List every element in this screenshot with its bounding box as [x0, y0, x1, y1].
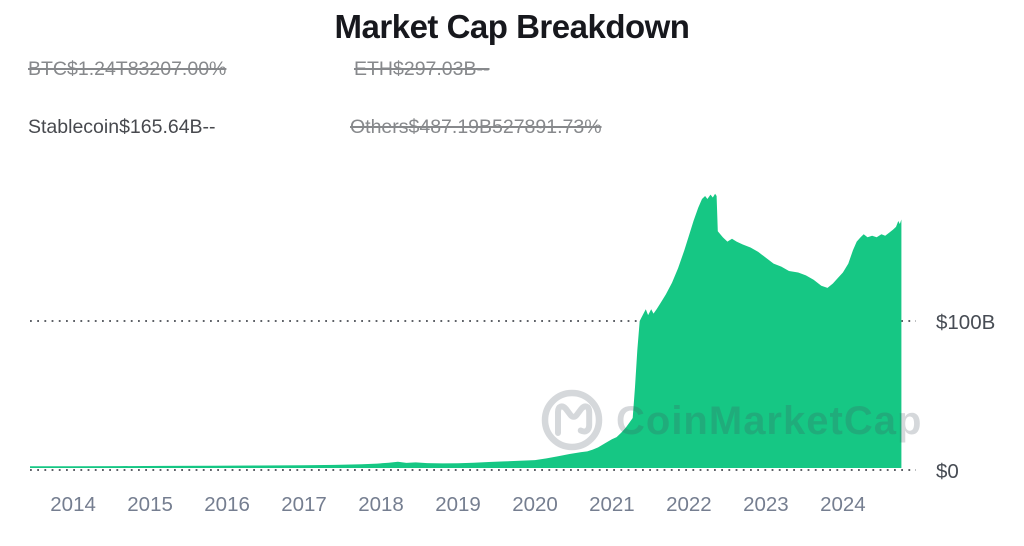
y-tick-0: $0	[936, 460, 959, 483]
watermark-text: CoinMarketCap	[616, 399, 922, 443]
chart-title: Market Cap Breakdown	[334, 8, 690, 45]
x-tick-2016: 2016	[204, 493, 250, 516]
x-tick-2017: 2017	[281, 493, 327, 516]
x-tick-2018: 2018	[358, 493, 404, 516]
legend-item-eth[interactable]: ETH$297.03B--	[354, 58, 490, 80]
legend-item-others[interactable]: Others$487.19B527891.73%	[350, 116, 602, 138]
y-axis-labels: $0 $100B	[936, 311, 995, 483]
x-tick-2015: 2015	[127, 493, 173, 516]
x-tick-2014: 2014	[50, 493, 96, 516]
x-tick-2021: 2021	[589, 493, 635, 516]
x-tick-2019: 2019	[435, 493, 481, 516]
x-tick-2024: 2024	[820, 493, 866, 516]
y-tick-100B: $100B	[936, 311, 995, 334]
x-tick-2023: 2023	[743, 493, 789, 516]
coinmarketcap-m-glyph	[555, 403, 593, 436]
x-tick-2022: 2022	[666, 493, 712, 516]
coinmarketcap-logo-icon	[541, 389, 603, 451]
stablecoin-area	[30, 193, 902, 469]
legend-item-btc[interactable]: BTC$1.24T83207.00%	[28, 58, 227, 80]
area-series-stablecoin	[30, 193, 902, 469]
x-tick-2020: 2020	[512, 493, 558, 516]
coinmarketcap-watermark: CoinMarketCap	[541, 389, 922, 451]
legend-item-stablecoin[interactable]: Stablecoin$165.64B--	[28, 116, 216, 138]
x-axis-labels: 2014 2015 2016 2017 2018 2019 2020 2021 2022 2023…	[50, 493, 865, 516]
